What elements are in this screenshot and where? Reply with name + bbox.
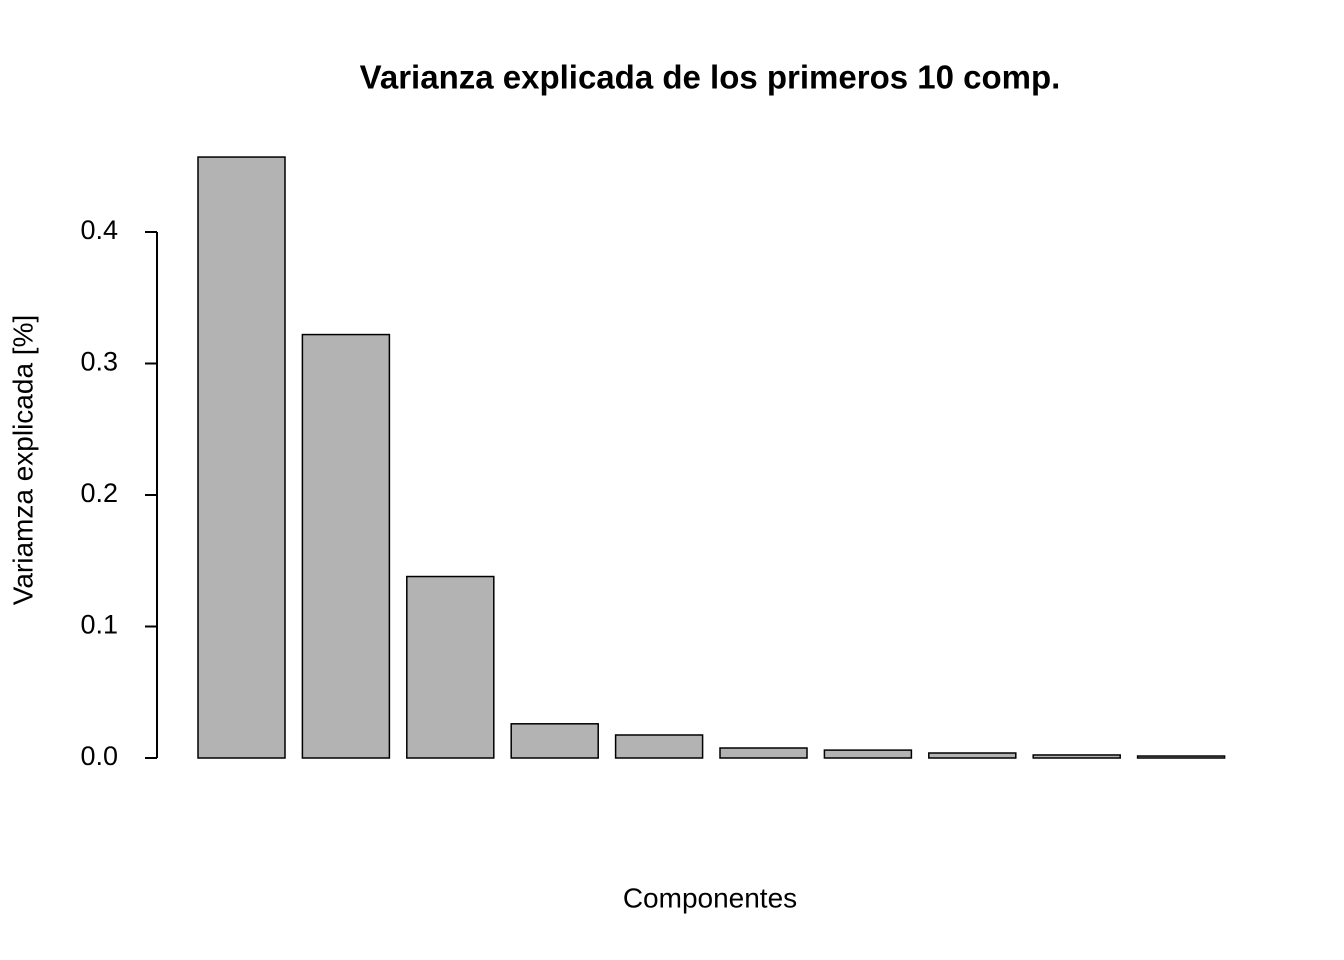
bar	[301, 333, 391, 759]
bar	[823, 749, 913, 759]
bar	[510, 723, 599, 759]
bar	[1032, 754, 1121, 759]
bar	[406, 575, 495, 759]
chart-title: Varianza explicada de los primeros 10 co…	[360, 59, 1061, 96]
bar	[614, 734, 704, 759]
bar	[719, 747, 808, 759]
y-axis-title: Variamza explicada [%]	[7, 315, 38, 606]
x-axis-title: Componentes	[623, 882, 797, 913]
y-tick-label: 0.1	[80, 610, 118, 640]
y-tick-label: 0.2	[80, 478, 118, 508]
bar	[1136, 755, 1226, 759]
y-tick-label: 0.3	[80, 347, 118, 377]
bar	[197, 156, 286, 759]
y-tick-label: 0.0	[80, 741, 118, 771]
y-tick-label: 0.4	[80, 215, 118, 245]
bar	[928, 752, 1017, 759]
